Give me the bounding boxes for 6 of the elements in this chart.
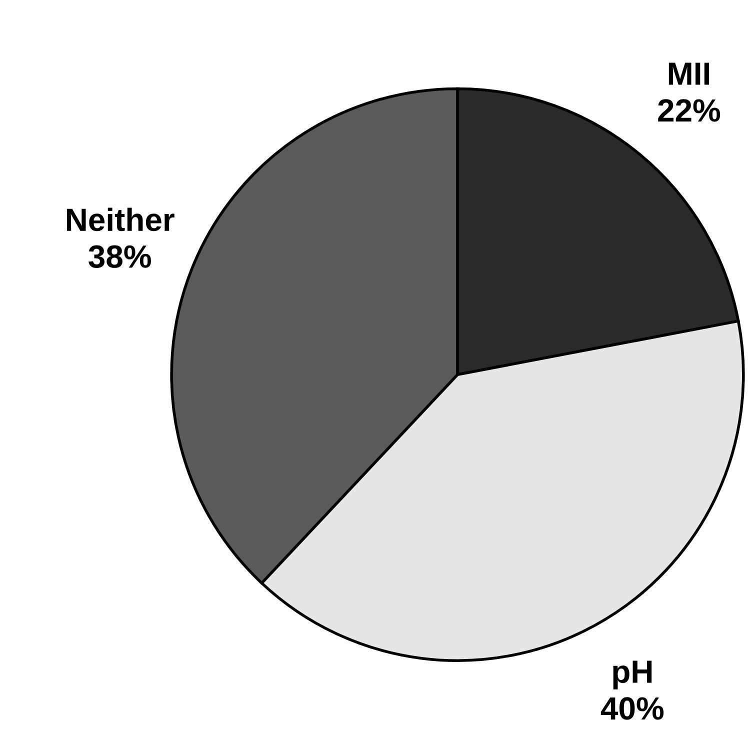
slice-label: Neither [66,208,174,232]
data-label: 40% [600,697,664,720]
data-label: 38% [88,245,151,268]
data-label: 22% [658,99,720,122]
slice-label: pH [613,660,652,690]
slice-label: MII [668,62,710,85]
